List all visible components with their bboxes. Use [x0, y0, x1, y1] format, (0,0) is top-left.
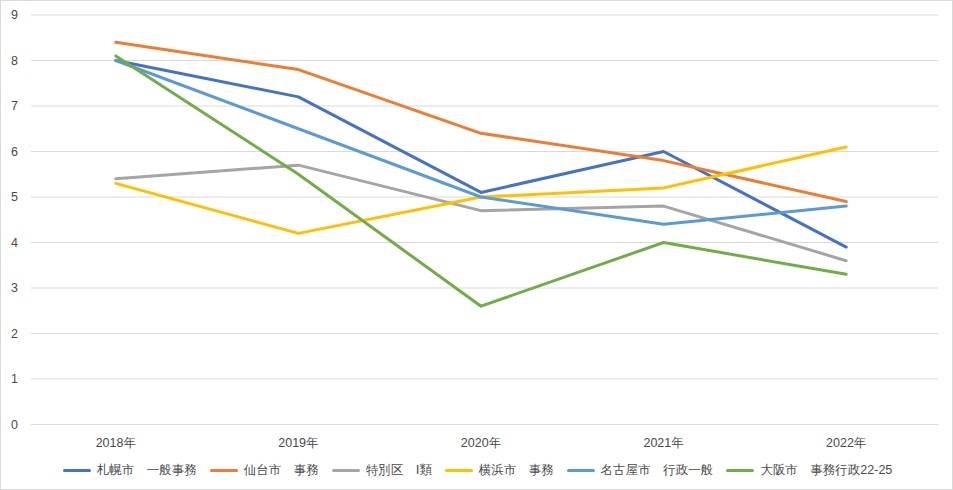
legend-line-icon [726, 469, 754, 472]
legend-line-icon [445, 469, 473, 472]
y-tick-label: 0 [1, 417, 18, 433]
legend-line-icon [567, 469, 595, 472]
x-tick-label: 2022年 [801, 435, 891, 451]
y-tick-label: 3 [1, 280, 18, 296]
y-tick-label: 2 [1, 326, 18, 342]
legend-line-icon [210, 469, 238, 472]
x-tick-label: 2019年 [253, 435, 343, 451]
legend-label: 名古屋市 行政一般 [601, 462, 714, 479]
legend-label: 札幌市 一般事務 [97, 462, 197, 479]
legend-item-1: 仙台市 事務 [210, 462, 319, 479]
y-tick-label: 4 [1, 235, 18, 251]
chart-legend: 札幌市 一般事務 仙台市 事務 特別区 Ⅰ類 横浜市 事務 名古屋市 行政一般 大阪市 事… [1, 462, 953, 479]
legend-item-4: 名古屋市 行政一般 [567, 462, 714, 479]
y-tick-label: 6 [1, 144, 18, 160]
x-tick-label: 2018年 [71, 435, 161, 451]
legend-item-3: 横浜市 事務 [445, 462, 554, 479]
series-line-0 [116, 61, 846, 248]
legend-item-5: 大阪市 事務行政22-25 [726, 462, 892, 479]
legend-line-icon [63, 469, 91, 472]
y-tick-label: 7 [1, 98, 18, 114]
series-line-5 [116, 56, 846, 306]
legend-label: 大阪市 事務行政22-25 [760, 462, 892, 479]
y-tick-label: 5 [1, 189, 18, 205]
legend-item-2: 特別区 Ⅰ類 [332, 462, 432, 479]
series-line-1 [116, 42, 846, 201]
y-tick-label: 8 [1, 53, 18, 69]
legend-label: 横浜市 事務 [479, 462, 554, 479]
y-tick-label: 1 [1, 371, 18, 387]
y-tick-label: 9 [1, 7, 18, 23]
series-line-4 [116, 61, 846, 225]
x-tick-label: 2020年 [436, 435, 526, 451]
plot-area [1, 1, 953, 490]
x-tick-label: 2021年 [619, 435, 709, 451]
legend-item-0: 札幌市 一般事務 [63, 462, 197, 479]
line-chart: 0 1 2 3 4 5 6 7 8 9 2018年 2019年 2020年 2021年 2022年 札幌市… [0, 0, 953, 490]
legend-label: 特別区 Ⅰ類 [366, 462, 432, 479]
legend-label: 仙台市 事務 [244, 462, 319, 479]
legend-line-icon [332, 469, 360, 472]
